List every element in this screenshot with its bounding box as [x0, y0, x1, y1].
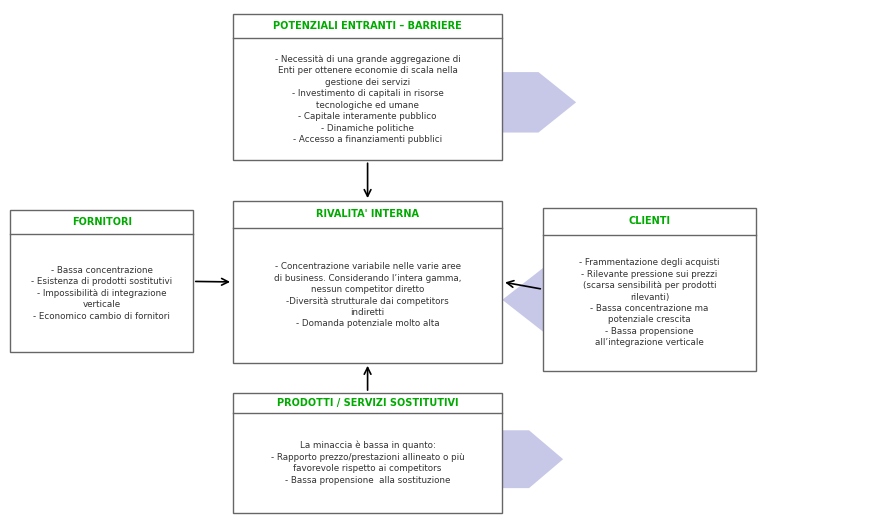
Text: RIVALITA' INTERNA: RIVALITA' INTERNA [316, 209, 419, 219]
Text: CLIENTI: CLIENTI [628, 216, 671, 226]
Polygon shape [441, 72, 576, 133]
FancyBboxPatch shape [10, 210, 193, 352]
FancyBboxPatch shape [233, 201, 502, 363]
Polygon shape [441, 430, 563, 488]
Text: - Concentrazione variabile nelle varie aree
di business. Considerando l’intera g: - Concentrazione variabile nelle varie a… [274, 262, 461, 328]
Text: La minaccia è bassa in quanto:
- Rapporto prezzo/prestazioni allineato o più
fav: La minaccia è bassa in quanto: - Rapport… [271, 441, 464, 484]
Text: - Bassa concentrazione
- Esistenza di prodotti sostitutivi
- Impossibilità di in: - Bassa concentrazione - Esistenza di pr… [31, 266, 172, 320]
Polygon shape [10, 266, 167, 329]
Polygon shape [502, 266, 659, 334]
Text: - Necessità di una grande aggregazione di
Enti per ottenere economie di scala ne: - Necessità di una grande aggregazione d… [275, 55, 461, 144]
FancyBboxPatch shape [233, 14, 502, 160]
FancyBboxPatch shape [543, 208, 756, 371]
FancyBboxPatch shape [233, 393, 502, 513]
Text: POTENZIALI ENTRANTI – BARRIERE: POTENZIALI ENTRANTI – BARRIERE [273, 21, 462, 31]
Text: - Frammentazione degli acquisti
- Rilevante pressione sui prezzi
(scarsa sensibi: - Frammentazione degli acquisti - Rileva… [580, 258, 720, 347]
Text: PRODOTTI / SERVIZI SOSTITUTIVI: PRODOTTI / SERVIZI SOSTITUTIVI [277, 398, 458, 408]
Text: FORNITORI: FORNITORI [71, 217, 132, 227]
